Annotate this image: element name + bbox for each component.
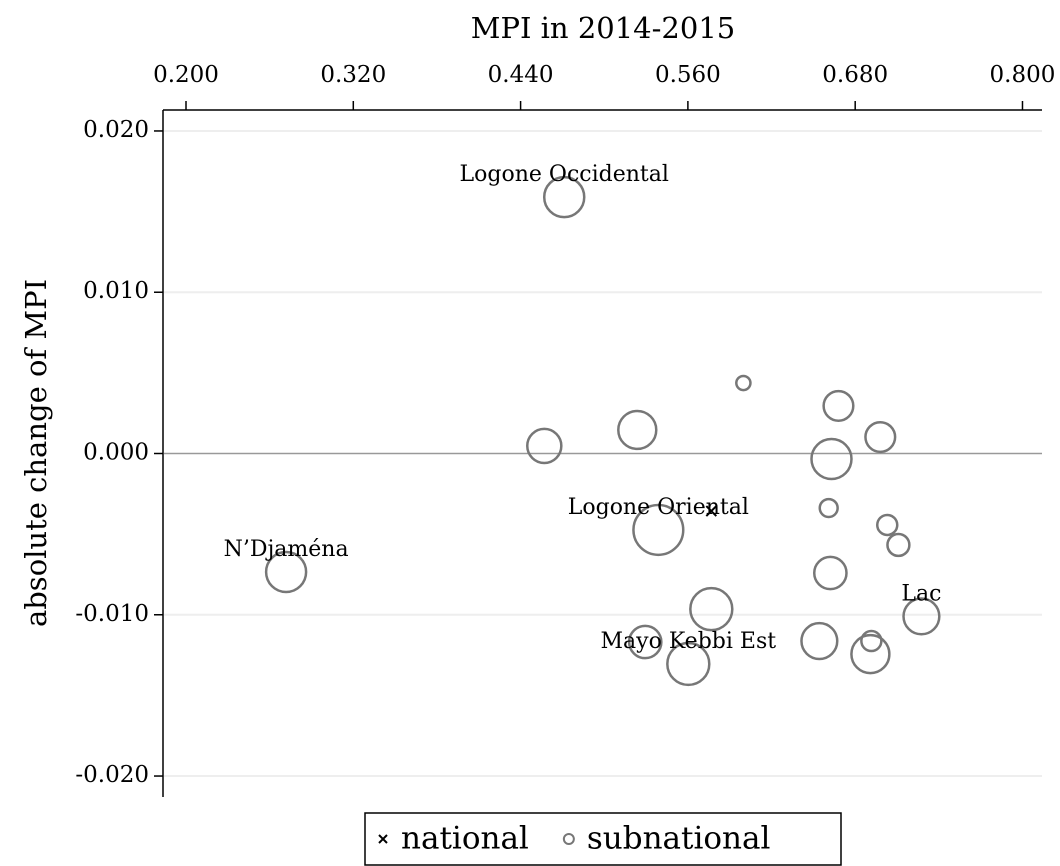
bubble bbox=[864, 420, 897, 454]
bubble bbox=[812, 555, 848, 591]
bubble bbox=[666, 641, 711, 687]
bubble bbox=[526, 427, 563, 465]
x-tick-label: 0.680 bbox=[822, 62, 888, 88]
bubble bbox=[810, 437, 853, 481]
legend-marker bbox=[562, 833, 575, 845]
x-tick-label: 0.800 bbox=[990, 62, 1056, 88]
annotation: Mayo Kebbi Est bbox=[601, 629, 777, 654]
chart-title: MPI in 2014-2015 bbox=[471, 11, 735, 45]
y-tick-label: 0.010 bbox=[83, 278, 149, 304]
y-tick-label: -0.020 bbox=[75, 762, 149, 788]
bubble bbox=[689, 586, 734, 632]
bubble bbox=[886, 532, 911, 558]
bubble bbox=[632, 503, 685, 557]
annotation: Logone Oriental bbox=[568, 495, 749, 520]
y-axis-label: absolute change of MPI bbox=[19, 279, 53, 627]
bubble bbox=[617, 409, 658, 451]
legend-label: national bbox=[401, 821, 529, 857]
legend-box bbox=[364, 812, 842, 866]
national-marker bbox=[705, 505, 718, 517]
bubble bbox=[850, 633, 891, 675]
bubble bbox=[902, 597, 941, 636]
bubble bbox=[800, 621, 839, 661]
annotation: N’Djaména bbox=[224, 537, 349, 562]
legend-marker bbox=[378, 834, 388, 844]
bubble bbox=[860, 629, 883, 653]
annotation: Logone Occidental bbox=[460, 162, 669, 187]
y-tick-label: 0.000 bbox=[83, 440, 149, 466]
x-tick-label: 0.320 bbox=[320, 62, 386, 88]
bubble bbox=[818, 497, 839, 519]
bubble bbox=[542, 175, 586, 219]
y-tick-label: 0.020 bbox=[83, 117, 149, 143]
x-tick-label: 0.560 bbox=[655, 62, 721, 88]
annotation: Lac bbox=[901, 581, 941, 606]
bubble bbox=[627, 624, 663, 660]
x-tick-label: 0.440 bbox=[488, 62, 554, 88]
bubble bbox=[735, 374, 752, 392]
bubble bbox=[822, 389, 855, 423]
bubble bbox=[264, 550, 308, 594]
legend-label: subnational bbox=[587, 821, 771, 857]
y-tick-label: -0.010 bbox=[75, 601, 149, 627]
x-tick-label: 0.200 bbox=[153, 62, 219, 88]
bubble bbox=[876, 513, 899, 537]
